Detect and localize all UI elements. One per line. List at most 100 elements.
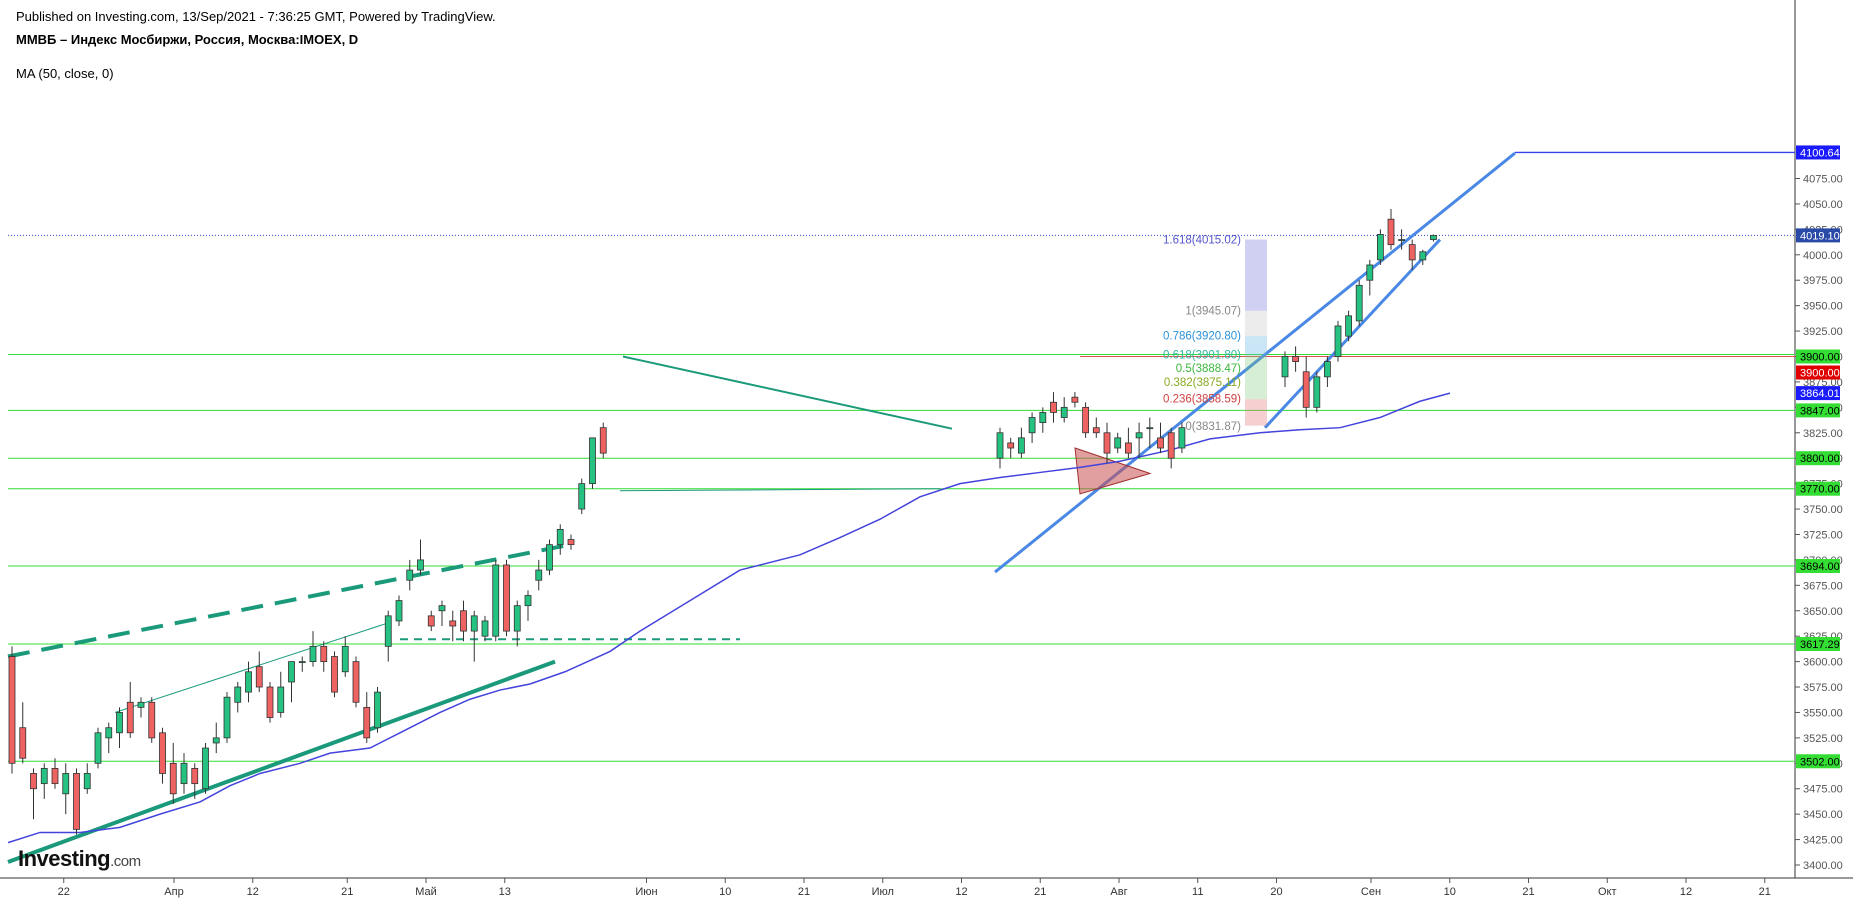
x-tick-label: 20 [1270,886,1282,898]
fib-level-label: 1.618(4015.02) [1163,235,1241,247]
fib-zone [1245,399,1267,426]
candle-body [277,686,285,713]
candle-body [1398,239,1405,241]
candle-body [116,712,123,734]
fib-level-label: 0.382(3875.11) [1164,377,1241,389]
candle-body [1103,432,1111,454]
candle-body [363,706,371,739]
candle-body [996,432,1004,459]
candle-body [298,661,306,663]
x-tick-label: 22 [58,886,70,898]
candle-body [1039,412,1047,424]
fib-ext-zone [1245,239,1267,311]
x-tick-label: 12 [247,886,259,898]
candle-body [384,615,392,647]
candle-body [578,483,586,510]
candle-body [1419,251,1427,261]
candle-body [449,620,457,627]
candle-body [1146,427,1154,430]
blue-channel-lower [994,151,1516,574]
x-tick-label: 21 [1034,886,1046,898]
candle-body [191,767,199,785]
candle-body [331,656,338,693]
range-low-line [619,488,941,492]
price-tag-label: 3800.00 [1800,453,1840,465]
candle-body [1114,437,1122,449]
price-tag-label: 3900.00 [1800,368,1840,380]
candle-body [245,671,252,693]
candle-body [148,701,156,739]
candle-body [1430,235,1437,240]
x-tick-label: 12 [1680,886,1692,898]
candle-body [417,559,424,571]
candle-body [1334,325,1342,357]
x-tick-label: 11 [1192,886,1203,898]
y-tick-label: 3750.00 [1803,504,1843,516]
candle-body [352,661,360,703]
price-tag-label: 3502.00 [1800,756,1840,768]
published-caption: Published on Investing.com, 13/Sep/2021 … [16,9,496,24]
x-tick-label: 21 [798,886,810,898]
candle-body [546,544,553,571]
candle-body [202,747,209,790]
price-tag-label: 4100.64 [1800,147,1840,159]
candle-body [105,727,113,739]
triangle-pattern [1074,447,1152,495]
candle-body [1408,244,1416,261]
price-tag [1796,754,1840,769]
candle-body [1313,376,1321,408]
candle-body [1292,356,1299,362]
ma50-line [7,392,1451,844]
candle-body [427,615,435,627]
candle-body [395,600,403,622]
candle-body [180,762,188,785]
y-tick-label: 3825.00 [1803,428,1843,440]
x-tick-label: 21 [341,886,353,898]
x-tick-label: 12 [955,886,967,898]
candle-body [460,610,467,632]
candle-body [1018,437,1025,454]
candle-body [40,767,48,785]
fib-zone [1245,355,1267,400]
fib-level-label: 0.236(3858.59) [1163,394,1241,406]
candle-body [438,605,446,612]
candle-body [470,615,478,632]
candle-body [212,737,220,744]
price-tag-label: 3864.01 [1800,388,1840,400]
candle-body [1178,427,1186,449]
x-tick-label: Окт [1598,886,1617,898]
candle-body [30,773,37,790]
y-tick-label: 3875.00 [1803,377,1843,389]
y-tick-label: 4050.00 [1803,199,1843,211]
price-tag [1796,228,1840,243]
x-tick-label: 21 [1759,886,1771,898]
candle-body [1281,356,1289,378]
candle-body [1377,234,1384,261]
x-tick-label: Июн [635,886,657,898]
fib-zone [1245,310,1267,337]
candle-body [19,727,27,759]
price-tag [1796,403,1840,418]
price-tag [1796,559,1840,574]
candle-body [481,620,489,637]
x-tick-label: 10 [1444,886,1456,898]
candle-body [556,528,564,546]
candle-body [234,686,242,703]
indicator-label[interactable]: MA (50, close, 0) [16,66,114,81]
candle-body [503,564,510,632]
candle-body [1167,432,1175,459]
candle-body [288,661,295,683]
x-tick-label: Сен [1361,886,1381,898]
price-tag [1796,451,1840,466]
candle-body [374,691,381,729]
lower-trendline [7,659,556,864]
price-tag-label: 4019.10 [1800,230,1840,242]
x-tick-label: 13 [499,886,511,898]
candle-body [1366,264,1374,281]
candle-body [1125,442,1132,454]
candle-body [599,427,607,454]
candle-body [51,767,59,785]
x-tick-label: 21 [1522,886,1534,898]
y-tick-label: 3575.00 [1803,682,1843,694]
